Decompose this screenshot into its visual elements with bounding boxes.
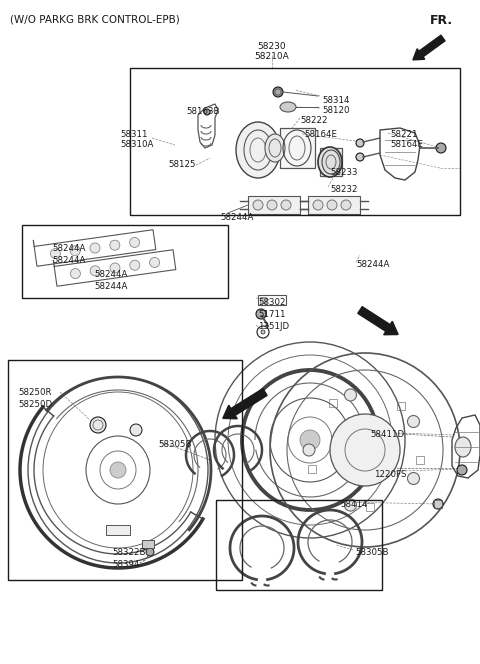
Text: 1220FS: 1220FS — [374, 470, 407, 479]
Text: 58322B: 58322B — [112, 548, 145, 557]
Circle shape — [433, 499, 443, 509]
Ellipse shape — [110, 462, 126, 478]
Text: 58244A: 58244A — [94, 282, 127, 291]
Ellipse shape — [455, 437, 471, 457]
Text: 58414: 58414 — [340, 500, 368, 509]
Text: 58314: 58314 — [322, 96, 349, 105]
Circle shape — [436, 143, 446, 153]
Circle shape — [457, 465, 467, 475]
Circle shape — [110, 263, 120, 273]
Circle shape — [327, 200, 337, 210]
Text: 58244A: 58244A — [52, 244, 85, 253]
Ellipse shape — [322, 150, 340, 174]
Text: 58163B: 58163B — [186, 107, 219, 116]
Ellipse shape — [323, 153, 337, 171]
Bar — [280, 128, 315, 168]
Text: 58210A: 58210A — [254, 52, 289, 61]
Bar — [397, 402, 405, 410]
Text: 1351JD: 1351JD — [258, 322, 289, 331]
Circle shape — [341, 200, 351, 210]
Text: 58125: 58125 — [168, 160, 195, 169]
Bar — [142, 540, 154, 548]
Ellipse shape — [345, 499, 357, 511]
Text: 58120: 58120 — [322, 106, 349, 115]
Bar — [248, 196, 300, 214]
Circle shape — [273, 87, 283, 97]
Ellipse shape — [330, 414, 400, 486]
Bar — [329, 399, 337, 407]
Bar — [22, 225, 228, 298]
Text: 58221: 58221 — [390, 130, 418, 139]
Text: (W/O PARKG BRK CONTROL-EPB): (W/O PARKG BRK CONTROL-EPB) — [10, 14, 180, 24]
Circle shape — [150, 258, 160, 268]
Circle shape — [90, 417, 106, 433]
Bar — [260, 297, 266, 303]
Text: 58394: 58394 — [112, 560, 139, 569]
Text: 58411D: 58411D — [370, 430, 404, 439]
Text: 58244A: 58244A — [220, 213, 253, 222]
Circle shape — [256, 309, 266, 319]
Circle shape — [281, 200, 291, 210]
Circle shape — [146, 548, 154, 556]
Circle shape — [90, 243, 100, 253]
Text: 58311: 58311 — [120, 130, 147, 139]
Ellipse shape — [408, 416, 420, 428]
Circle shape — [130, 424, 142, 436]
Circle shape — [356, 139, 364, 147]
FancyArrow shape — [413, 35, 445, 60]
Circle shape — [275, 89, 281, 95]
Circle shape — [253, 200, 263, 210]
Text: 58164E: 58164E — [304, 130, 337, 139]
Ellipse shape — [265, 134, 285, 162]
FancyArrow shape — [358, 307, 398, 335]
Bar — [308, 465, 316, 473]
Bar — [216, 500, 382, 590]
Text: 58233: 58233 — [330, 168, 358, 177]
Ellipse shape — [345, 389, 357, 401]
Ellipse shape — [408, 473, 420, 485]
Text: 58244A: 58244A — [52, 256, 85, 265]
Circle shape — [50, 248, 60, 258]
Bar — [130, 68, 460, 215]
Text: 58222: 58222 — [300, 116, 327, 125]
Ellipse shape — [236, 122, 280, 178]
Circle shape — [356, 153, 364, 161]
Bar — [366, 503, 374, 511]
Text: 51711: 51711 — [258, 310, 286, 319]
Circle shape — [261, 330, 265, 334]
Text: 58302: 58302 — [258, 298, 286, 307]
Bar — [308, 196, 360, 214]
Text: 58230: 58230 — [258, 42, 286, 51]
Circle shape — [90, 266, 100, 276]
Text: 58244A: 58244A — [356, 260, 389, 269]
Circle shape — [110, 240, 120, 250]
Circle shape — [71, 268, 80, 279]
Text: FR.: FR. — [430, 14, 453, 27]
Text: 58164E: 58164E — [390, 140, 423, 149]
Circle shape — [267, 200, 277, 210]
Bar — [106, 525, 130, 535]
Text: 58232: 58232 — [330, 185, 358, 194]
Text: 58250R: 58250R — [18, 388, 51, 397]
Ellipse shape — [300, 430, 320, 450]
Circle shape — [130, 260, 140, 270]
Ellipse shape — [303, 444, 315, 456]
Circle shape — [130, 238, 140, 248]
FancyArrow shape — [223, 388, 267, 419]
Bar — [8, 360, 242, 580]
Text: 58250D: 58250D — [18, 400, 52, 409]
Circle shape — [204, 109, 210, 115]
Text: 58244A: 58244A — [94, 270, 127, 279]
Ellipse shape — [280, 102, 296, 112]
Text: 58305B: 58305B — [158, 440, 192, 449]
Text: 58305B: 58305B — [355, 548, 388, 557]
Ellipse shape — [318, 147, 342, 177]
Bar — [258, 295, 286, 305]
Circle shape — [313, 200, 323, 210]
Circle shape — [70, 246, 80, 256]
Bar — [434, 500, 442, 508]
Text: 58310A: 58310A — [120, 140, 154, 149]
Bar — [320, 148, 342, 176]
Bar — [416, 456, 424, 464]
